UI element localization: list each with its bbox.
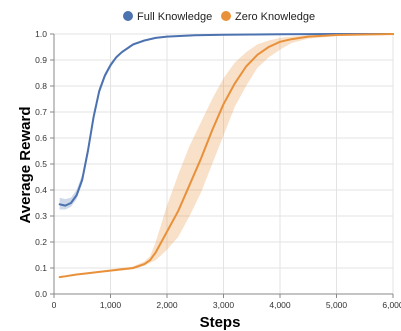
x-axis-title: Steps bbox=[200, 314, 241, 331]
y-tick-label: 1.0 bbox=[35, 29, 47, 39]
series-lines bbox=[58, 33, 394, 279]
axes: 0.0 0.1 0.2 0.3 0.4 0.5 0.6 0.7 0.8 0.9 1.0 0 1,000 2… bbox=[35, 29, 401, 310]
zero-knowledge-line bbox=[58, 33, 394, 279]
x-tick-label: 0 bbox=[52, 300, 57, 310]
confidence-bands bbox=[59, 34, 394, 278]
y-tick-label: 0.1 bbox=[35, 263, 47, 273]
y-tick-label: 0.6 bbox=[35, 133, 47, 143]
zero-knowledge-band bbox=[59, 34, 394, 278]
y-tick-label: 0.9 bbox=[35, 55, 47, 65]
x-tick-label: 2,000 bbox=[156, 300, 178, 310]
y-tick-label: 0.4 bbox=[35, 185, 47, 195]
full-knowledge-legend-label: Full Knowledge bbox=[137, 11, 212, 23]
x-tick-label: 5,000 bbox=[326, 300, 348, 310]
x-tick-label: 1,000 bbox=[100, 300, 122, 310]
zero-knowledge-legend-marker bbox=[221, 11, 231, 21]
y-tick-label: 0.5 bbox=[35, 159, 47, 169]
legend: Full Knowledge Zero Knowledge bbox=[123, 11, 315, 23]
y-tick-label: 0.0 bbox=[35, 289, 47, 299]
y-tick-label: 0.7 bbox=[35, 107, 47, 117]
y-tick-label: 0.2 bbox=[35, 237, 47, 247]
y-axis-title: Average Reward bbox=[17, 107, 34, 224]
x-tick-label: 6,000 bbox=[382, 300, 401, 310]
y-tick-label: 0.3 bbox=[35, 211, 47, 221]
full-knowledge-line bbox=[58, 33, 394, 207]
zero-knowledge-legend-label: Zero Knowledge bbox=[235, 11, 315, 23]
x-tick-label: 3,000 bbox=[213, 300, 235, 310]
x-tick-label: 4,000 bbox=[269, 300, 291, 310]
y-tick-label: 0.8 bbox=[35, 81, 47, 91]
full-knowledge-legend-marker bbox=[123, 11, 133, 21]
